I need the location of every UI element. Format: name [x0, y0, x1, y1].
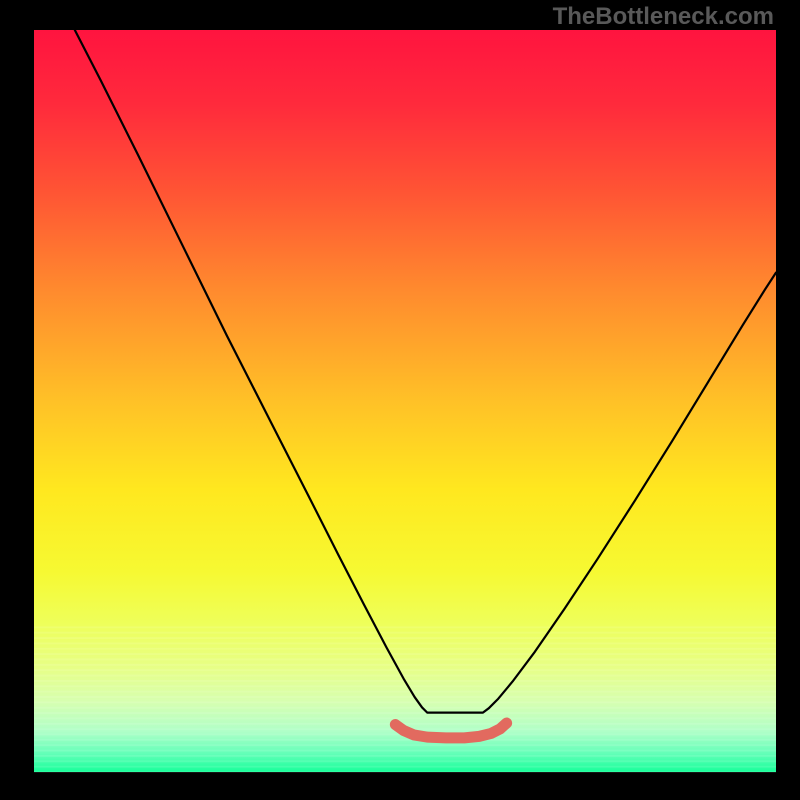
main-curve [75, 30, 776, 713]
bottom-highlight-curve [395, 723, 506, 738]
chart-frame: TheBottleneck.com [0, 0, 800, 800]
watermark-text: TheBottleneck.com [553, 3, 774, 31]
curve-layer [34, 30, 776, 772]
plot-area [34, 30, 776, 772]
